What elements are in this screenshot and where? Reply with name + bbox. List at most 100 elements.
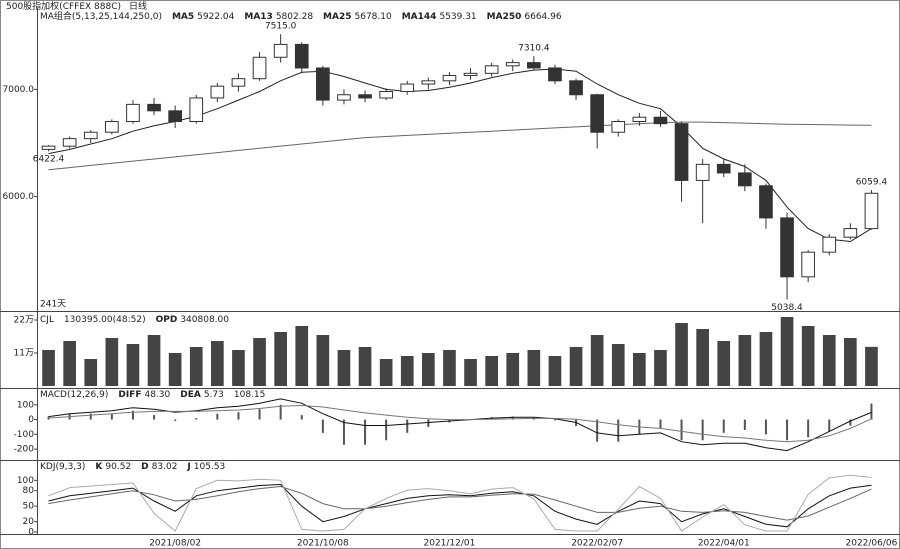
indicator-readout: CJL 130395.00(48:52) OPD 340808.00 — [40, 315, 229, 325]
macd-bar — [153, 415, 156, 420]
volume-bar — [506, 353, 520, 386]
volume-bar — [400, 356, 414, 386]
span-label: 241天 — [40, 300, 66, 310]
volume-bar — [780, 317, 794, 386]
candle-body — [442, 74, 457, 82]
volume-bar — [527, 350, 541, 386]
candle-body — [463, 72, 478, 76]
volume-bar — [822, 335, 836, 386]
volume-bar — [569, 347, 583, 386]
indicator-name: MACD(12,26,9) — [40, 390, 108, 400]
series-line — [48, 404, 872, 443]
volume-bar — [548, 356, 562, 386]
macd-bar — [786, 419, 789, 441]
volume-bar — [485, 356, 498, 386]
candle-body — [273, 43, 288, 58]
indicator-readout: KDJ(9,3,3) K 90.52 D 83.02 J 105.53 — [40, 462, 225, 472]
y-tick-label: 0 — [28, 528, 34, 538]
y-tick-label: 22万 — [14, 316, 34, 326]
macd-bar — [258, 409, 261, 420]
candle-body — [210, 85, 225, 99]
volume-bar — [168, 353, 182, 386]
macd-bar — [385, 419, 388, 441]
readout-value: 48.30 — [144, 390, 170, 400]
candle-body — [83, 131, 98, 140]
macd-bar — [364, 419, 367, 445]
readout-value: 130395.00(48:52) — [64, 315, 146, 325]
volume-bar — [696, 329, 709, 386]
price-annotation: 6059.4 — [856, 178, 888, 188]
y-tick-label: -200 — [14, 445, 35, 455]
y-tick-label: 11万 — [14, 349, 34, 359]
candle-body — [105, 121, 119, 133]
volume-bar — [443, 350, 456, 386]
readout-value: 5539.31 — [439, 12, 476, 22]
candle-body — [632, 116, 647, 123]
macd-bar — [680, 419, 683, 441]
readout-name: MA5 — [172, 12, 194, 22]
volume-bar — [63, 341, 76, 386]
macd-bar — [511, 416, 514, 420]
volume-bar — [717, 341, 731, 386]
macd-bar — [195, 418, 198, 420]
y-tick-label: 0 — [28, 415, 34, 425]
candle-body — [801, 251, 815, 278]
candle-body — [337, 94, 351, 101]
indicator-readout: MACD(12,26,9) DIFF 48.30 DEA 5.73 108.15 — [40, 390, 265, 400]
readout-value: 5802.28 — [276, 12, 313, 22]
volume-bar — [295, 326, 309, 386]
candle-body — [358, 94, 372, 99]
macd-bar — [553, 419, 556, 421]
candle-body — [822, 236, 837, 253]
volume-bar — [464, 359, 477, 386]
series-line — [48, 474, 872, 532]
candle-body — [400, 83, 415, 93]
volume-bar — [84, 359, 98, 386]
volume-bar — [801, 326, 815, 386]
series-line — [48, 485, 872, 521]
macd-bar — [342, 419, 345, 445]
readout-name: OPD — [156, 315, 178, 325]
price-annotation: 7310.4 — [518, 44, 550, 54]
readout-name: D — [141, 462, 148, 472]
series-line — [48, 121, 872, 171]
indicator-name: CJL — [40, 315, 54, 325]
macd-bar — [321, 419, 324, 433]
volume-bar — [844, 338, 857, 386]
volume-bar — [675, 323, 688, 386]
volume-bar — [738, 335, 752, 386]
candle-body — [126, 103, 140, 123]
readout-value: 6664.96 — [524, 12, 561, 22]
candle-body — [569, 80, 583, 96]
volume-bar — [358, 347, 372, 386]
macd-bar — [596, 419, 599, 442]
candle-body — [62, 138, 77, 147]
x-tick-label: 2022/04/01 — [698, 539, 750, 549]
candle-body — [505, 62, 520, 67]
y-tick-label: 6000.0 — [3, 192, 35, 202]
macd-bar — [216, 413, 219, 420]
volume-bar — [379, 359, 393, 386]
candle-body — [759, 185, 773, 219]
macd-bar — [617, 419, 620, 442]
y-tick-label: 100 — [17, 400, 34, 410]
y-tick-label: -100 — [14, 430, 35, 440]
candle-body — [716, 163, 731, 174]
volume-bar — [611, 344, 625, 386]
macd-bar — [659, 419, 662, 429]
readout-name: MA144 — [402, 12, 437, 22]
candle-body — [421, 80, 436, 85]
volume-bar — [105, 338, 119, 386]
readout-value: 105.53 — [194, 462, 226, 472]
candle-body — [548, 67, 562, 82]
candle-body — [527, 62, 541, 69]
candle-body — [316, 67, 330, 101]
macd-bar — [279, 404, 282, 420]
candle-body — [738, 172, 752, 187]
macd-bar — [828, 419, 831, 432]
candle-body — [843, 228, 858, 238]
readout-name: J — [186, 462, 190, 472]
candle-body — [780, 217, 794, 278]
